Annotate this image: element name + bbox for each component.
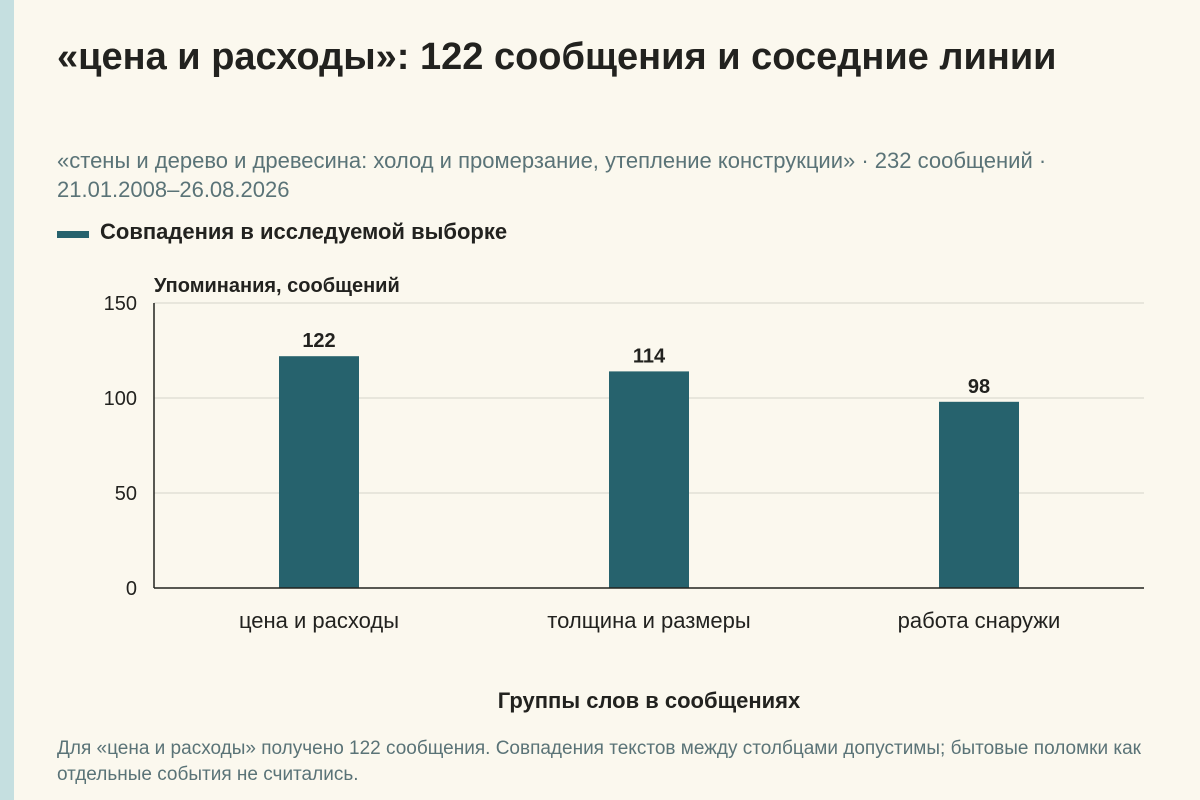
bar-value-label: 98 [968, 376, 990, 398]
y-tick-label: 50 [115, 483, 137, 505]
y-tick-label: 150 [104, 293, 137, 315]
legend-swatch [57, 230, 89, 238]
bar-value-label: 122 [302, 330, 335, 352]
bar-value-label: 114 [633, 345, 666, 367]
bar [939, 401, 1019, 588]
bar-value-labels: 122 114 98 [302, 330, 990, 398]
legend-label: Совпадения в исследуемой выборке [100, 219, 508, 244]
bar [609, 371, 689, 588]
x-axis-label: Группы слов в сообщениях [498, 688, 801, 713]
y-tick-label: 0 [126, 578, 137, 600]
category-label: толщина и размеры [547, 608, 750, 633]
legend: Совпадения в исследуемой выборке [57, 219, 507, 245]
bar [279, 356, 359, 588]
category-label: цена и расходы [239, 608, 399, 633]
bar-chart: 0 50 100 150 122 114 98 цена и расходы толщина… [104, 275, 1144, 713]
y-axis-label: Упоминания, сообщений [154, 275, 400, 297]
category-labels: цена и расходы толщина и размеры работа сн… [239, 608, 1060, 633]
chart-title: «цена и расходы»: 122 сообщения и соседн… [57, 36, 1057, 78]
category-label: работа снаружи [898, 608, 1061, 633]
y-tick-labels: 0 50 100 150 [104, 293, 137, 600]
footnote: Для «цена и расходы» получено 122 сообще… [57, 738, 1141, 785]
accent-strip [0, 0, 14, 800]
bars [279, 356, 1019, 588]
y-tick-label: 100 [104, 388, 137, 410]
chart-subtitle: «стены и дерево и древесина: холод и про… [57, 148, 1047, 202]
